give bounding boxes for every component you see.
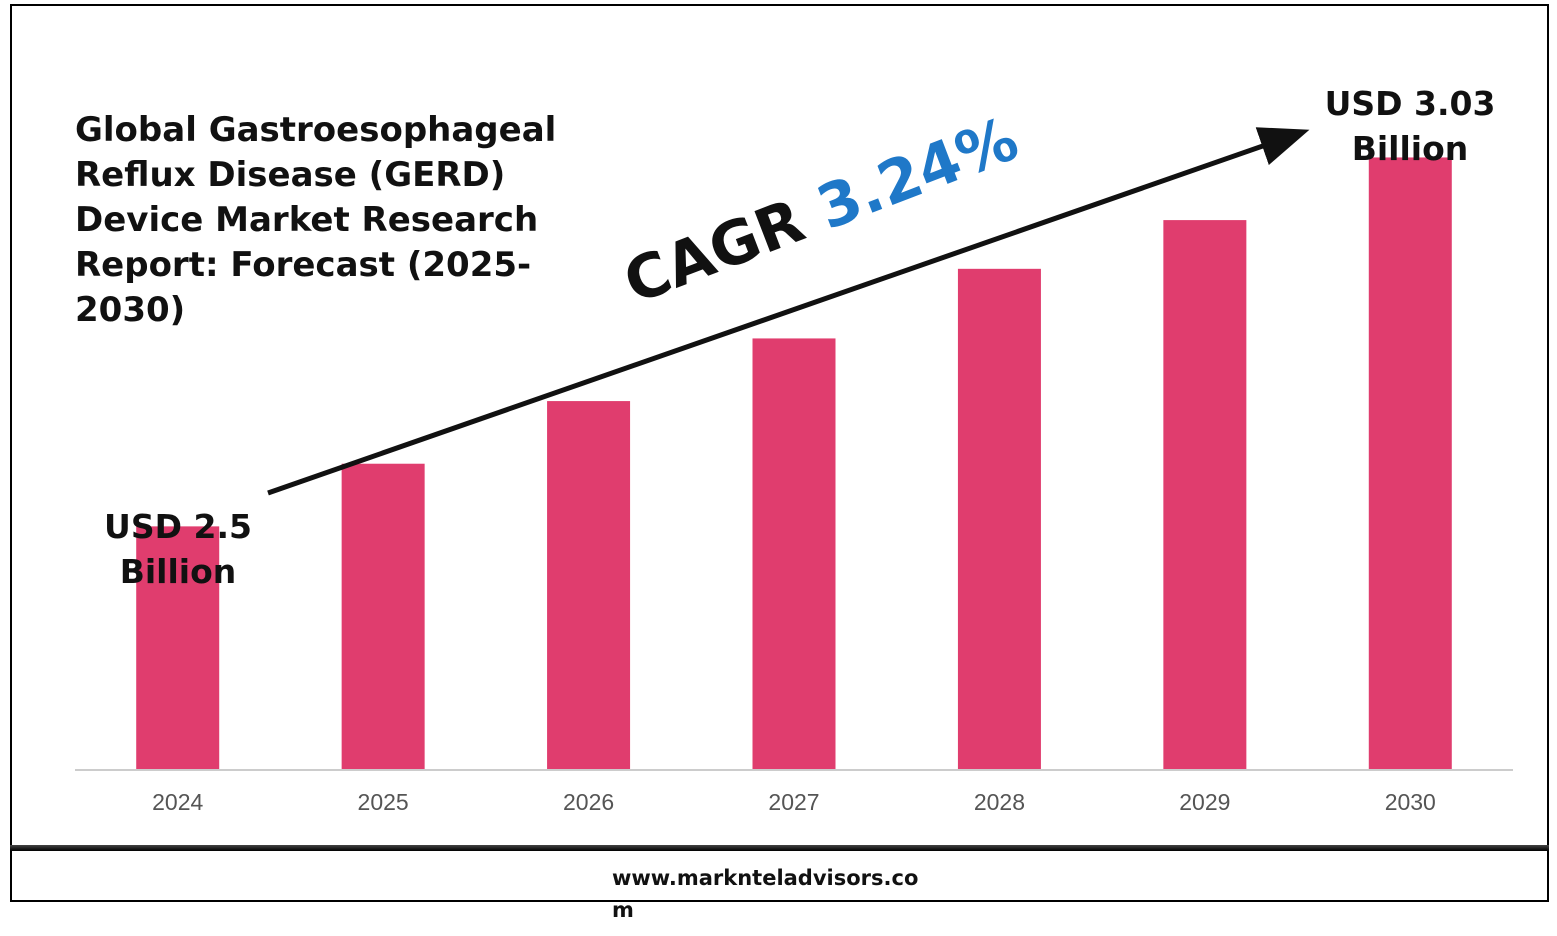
footer-url: www.marknteladvisors.com — [612, 866, 919, 922]
x-tick-label-2027: 2027 — [768, 789, 819, 815]
bar-2025 — [341, 463, 425, 770]
start-value-line2: Billion — [119, 552, 237, 591]
bar-2024 — [136, 526, 220, 770]
x-tick-label-2028: 2028 — [974, 789, 1025, 815]
bar-2029 — [1163, 220, 1247, 771]
end-value-label: USD 3.03 Billion — [1300, 81, 1520, 171]
x-tick-label-2029: 2029 — [1179, 789, 1230, 815]
bar-2030 — [1368, 157, 1452, 770]
end-value-line1: USD 3.03 — [1324, 84, 1496, 123]
x-tick-label-2024: 2024 — [152, 789, 203, 815]
x-tick-label-2030: 2030 — [1385, 789, 1436, 815]
start-value-line1: USD 2.5 — [104, 507, 252, 546]
bar-2027 — [752, 338, 836, 770]
bar-2026 — [547, 401, 631, 770]
x-tick-label-2025: 2025 — [358, 789, 409, 815]
chart-frame — [10, 4, 1549, 902]
bar-2028 — [957, 268, 1041, 770]
footer-divider — [10, 845, 1549, 851]
start-value-label: USD 2.5 Billion — [68, 504, 288, 594]
growth-arrow — [267, 127, 1310, 496]
chart-title: Global Gastroesophageal Reflux Disease (… — [75, 110, 557, 330]
x-tick-label-2026: 2026 — [563, 789, 614, 815]
end-value-line2: Billion — [1351, 129, 1469, 168]
